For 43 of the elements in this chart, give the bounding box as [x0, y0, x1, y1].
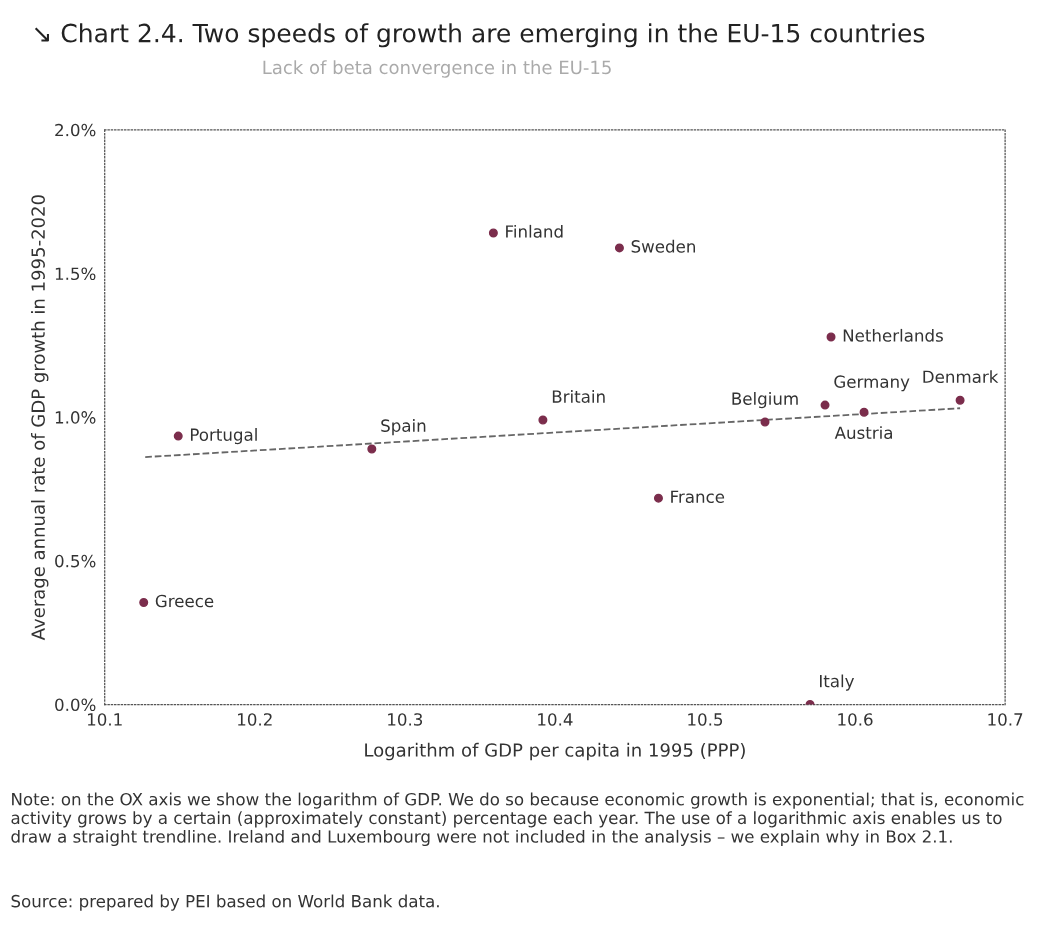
annotation: Belgium [732, 392, 798, 409]
text: Note: on the OX axis we show the logarithm of GDP. We do so because economic growth is exponential; that is, economic activity grows by a certain (approximately constant) percentage each year. The use of a logarithmic axis enables us to draw a straight trendline. Ireland and Luxembourg were not included in the analysis – we explain why in Box 2.1. [11, 792, 1024, 847]
x-tick-label: 10.1 [87, 713, 122, 726]
point [367, 444, 377, 454]
chart-subtitle: Lack of beta convergence in the EU-15 [263, 60, 611, 78]
annotation: France [671, 490, 725, 504]
point [173, 431, 183, 441]
chart-title: ↘ Chart 2.4. Two speeds of growth are emerging in the EU-15 countries [34, 23, 925, 48]
source-note: Source: prepared by PEI based on World Bank data. [11, 894, 439, 911]
annotation: Spain [381, 419, 426, 436]
point [538, 415, 548, 425]
point [826, 332, 836, 342]
x-axis-title: Logarithm of GDP per capita in 1995 (PPP) [365, 742, 745, 761]
y-tick-label: 1.0% [55, 411, 96, 424]
y-tick-label: 1.5% [55, 267, 96, 281]
annotation: Portugal [190, 428, 257, 445]
y-tick-label: 0.5% [55, 554, 96, 568]
y-tick-label: 0.0% [55, 698, 96, 712]
y-tick-label: 2.0% [55, 123, 96, 137]
annotation: Sweden [631, 239, 695, 253]
x-tick-label: 10.6 [838, 713, 873, 726]
point [859, 407, 869, 417]
x-tick-label: 10.4 [538, 713, 573, 726]
x-tick-label: 10.5 [688, 713, 723, 726]
annotation: Greece [155, 594, 214, 608]
annotation: Austria [834, 426, 892, 440]
x-tick-label: 10.7 [988, 713, 1023, 726]
annotation: Finland [506, 224, 563, 238]
point [760, 417, 770, 427]
annotation: Italy [820, 674, 855, 691]
annotation: Denmark [923, 370, 999, 384]
y-axis-title: Average annual rate of GDP growth in 1995-2020 [31, 195, 49, 641]
point [488, 228, 498, 238]
point [653, 493, 663, 503]
point [955, 395, 965, 405]
point [820, 400, 830, 410]
annotation: Germany [834, 375, 910, 392]
x-tick-label: 10.2 [238, 713, 272, 726]
annotation: Britain [552, 390, 605, 403]
point [139, 598, 149, 608]
x-tick-label: 10.3 [388, 713, 423, 726]
point [614, 243, 624, 253]
annotation: Netherlands [843, 328, 943, 342]
